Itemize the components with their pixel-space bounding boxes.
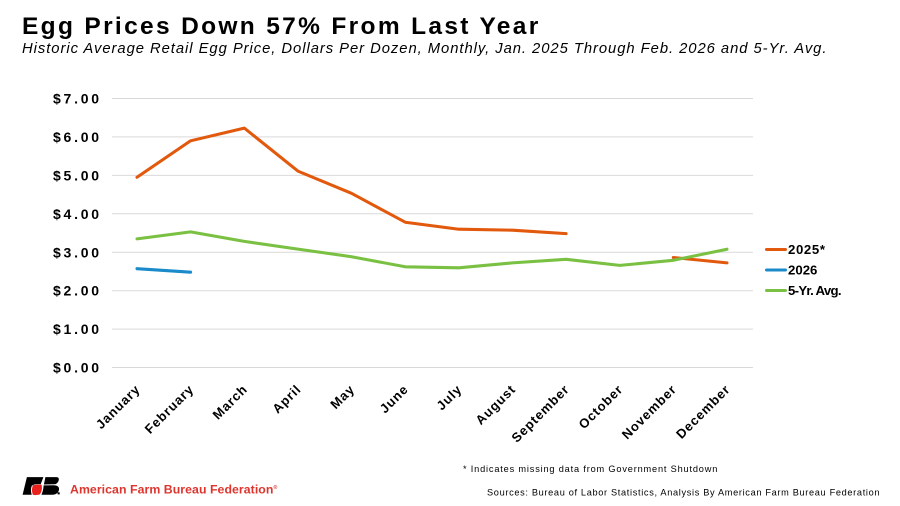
- svg-text:April: April: [269, 382, 304, 417]
- svg-text:2026: 2026: [788, 263, 817, 278]
- svg-text:September: September: [508, 382, 572, 446]
- svg-text:$4.00: $4.00: [53, 206, 102, 222]
- svg-text:November: November: [619, 382, 680, 443]
- svg-text:Sources: Bureau of Labor Stati: Sources: Bureau of Labor Statistics, Ana…: [487, 488, 880, 498]
- svg-text:5-Yr. Avg.: 5-Yr. Avg.: [788, 283, 842, 298]
- svg-text:$3.00: $3.00: [53, 244, 102, 260]
- svg-text:Historic Average Retail Egg Pr: Historic Average Retail Egg Price, Dolla…: [22, 41, 827, 57]
- svg-text:$6.00: $6.00: [53, 129, 102, 145]
- svg-text:October: October: [576, 382, 626, 432]
- svg-text:American Farm Bureau Federatio: American Farm Bureau Federation®: [70, 483, 277, 497]
- svg-text:$1.00: $1.00: [53, 321, 102, 337]
- svg-text:July: July: [433, 382, 465, 414]
- svg-text:* Indicates missing data from: * Indicates missing data from Government…: [463, 464, 718, 474]
- svg-text:August: August: [472, 382, 518, 428]
- svg-text:March: March: [210, 382, 251, 423]
- svg-text:$7.00: $7.00: [53, 91, 102, 107]
- svg-text:February: February: [142, 382, 197, 437]
- svg-text:Egg Prices Down 57% From Last: Egg Prices Down 57% From Last Year: [22, 13, 541, 40]
- svg-text:$0.00: $0.00: [53, 360, 102, 376]
- svg-text:January: January: [93, 382, 143, 432]
- svg-text:2025*: 2025*: [788, 242, 826, 257]
- svg-text:December: December: [673, 382, 733, 442]
- svg-text:May: May: [327, 382, 357, 412]
- svg-text:June: June: [377, 382, 412, 417]
- svg-text:$5.00: $5.00: [53, 167, 102, 183]
- svg-text:$2.00: $2.00: [53, 283, 102, 299]
